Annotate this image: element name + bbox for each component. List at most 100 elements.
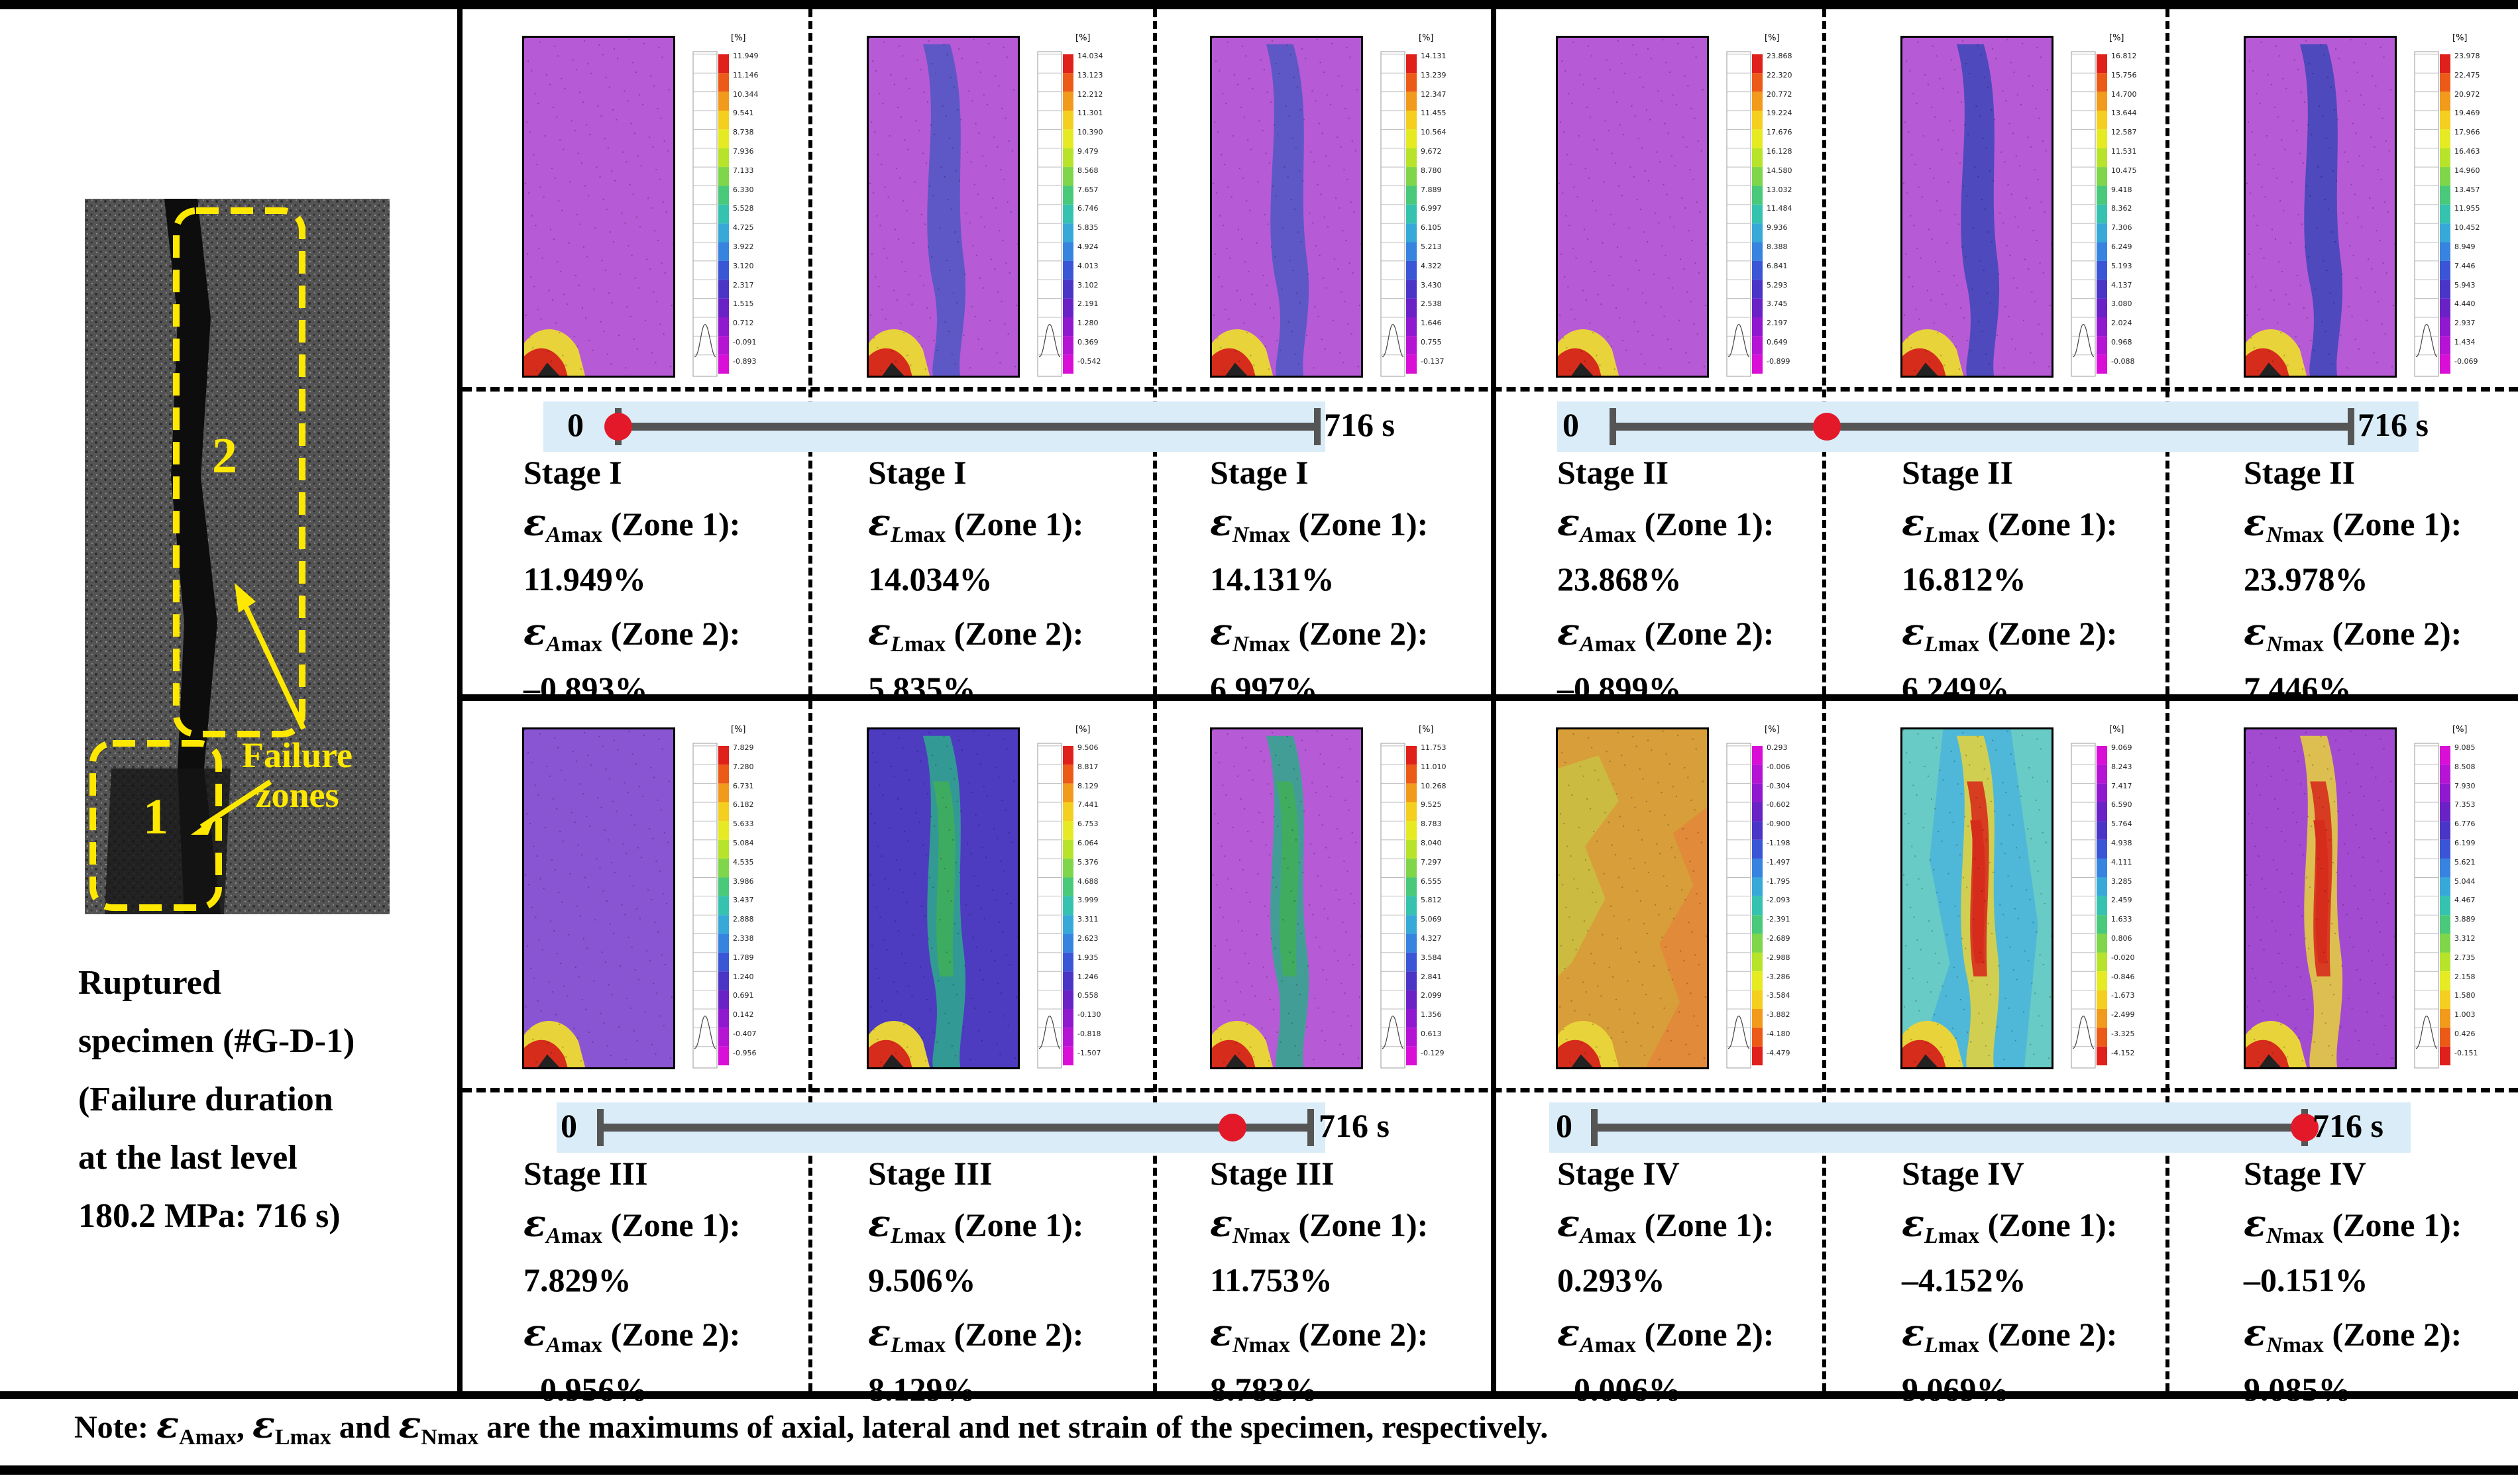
timeline-start-label: 0 bbox=[1556, 1107, 1572, 1144]
failure-zones-label: Failure zones bbox=[242, 735, 353, 815]
stage-strain-block: Stage III εNmax (Zone 1): 11.753% εNmax (Zo… bbox=[1210, 1151, 1528, 1411]
strain-subscript-rest: max bbox=[561, 1224, 603, 1248]
legend-tick-label: 4.467 bbox=[2454, 896, 2476, 905]
epsilon-symbol: ε bbox=[1902, 501, 1925, 545]
col-divider-1 bbox=[808, 9, 812, 694]
legend-tick-label: -2.093 bbox=[1767, 896, 1790, 905]
timeline-end-cap bbox=[1307, 1109, 1314, 1146]
legend-tick-label: -4.180 bbox=[1767, 1030, 1790, 1038]
strain-zone-heading: εLmax (Zone 2): bbox=[1902, 1311, 2220, 1367]
legend-tick-label: 20.772 bbox=[1767, 89, 1792, 99]
legend-tick-label: 4.440 bbox=[2454, 299, 2476, 309]
stage-strain-block: Stage IV εAmax (Zone 1): 0.293% εAmax (Zone… bbox=[1557, 1151, 1875, 1411]
strain-color-legend bbox=[2414, 743, 2481, 1069]
legend-tick-label: 2.538 bbox=[1421, 299, 1442, 309]
strain-subscript-rest: max bbox=[1248, 632, 1290, 657]
strain-subscript-rest: max bbox=[2282, 1224, 2324, 1248]
strain-subscript: Lmax bbox=[1924, 632, 1979, 657]
legend-tick-label: 7.930 bbox=[2454, 781, 2476, 790]
legend-tick-label: 11.010 bbox=[1421, 762, 1447, 771]
strain-subscript-italic: A bbox=[546, 1224, 561, 1248]
spacer bbox=[1210, 1302, 1528, 1311]
legend-tick-label: 2.024 bbox=[2111, 319, 2132, 328]
legend-tick-label: 9.418 bbox=[2111, 185, 2132, 194]
legend-tick-label: 9.085 bbox=[2454, 743, 2476, 752]
legend-tick-label: -2.391 bbox=[1767, 915, 1790, 924]
strain-subscript-rest: max bbox=[561, 523, 603, 547]
legend-unit-label: [%] bbox=[2452, 33, 2468, 43]
strain-subscript-italic: A bbox=[546, 632, 561, 657]
legend-tick-label: 8.362 bbox=[2111, 204, 2132, 213]
legend-tick-label: -0.846 bbox=[2111, 972, 2135, 981]
zone-label: (Zone 1): bbox=[1987, 505, 2118, 543]
legend-tick-label: 5.213 bbox=[1421, 242, 1442, 251]
timeline-end-label: 716 s bbox=[1319, 1107, 1390, 1144]
legend-tick-label: -1.795 bbox=[1767, 876, 1790, 886]
legend-tick-label: -4.152 bbox=[2111, 1048, 2135, 1057]
strain-subscript-rest: max bbox=[904, 523, 946, 547]
strain-subscript-rest: max bbox=[1248, 523, 1290, 547]
legend-tick-label: 0.968 bbox=[2111, 338, 2132, 346]
legend-tick-label: -0.137 bbox=[1421, 356, 1445, 366]
zone-label: (Zone 2): bbox=[1298, 615, 1429, 652]
epsilon-symbol: ε bbox=[1557, 1311, 1580, 1355]
strain-color-legend bbox=[1726, 743, 1793, 1069]
legend-tick-label: 10.268 bbox=[1421, 781, 1447, 790]
spacer bbox=[2244, 1302, 2518, 1311]
strain-value: 14.131% bbox=[1210, 560, 1335, 598]
zone-1-label: 1 bbox=[143, 789, 168, 845]
legend-tick-label: 5.044 bbox=[2454, 876, 2476, 886]
zone-label: (Zone 1): bbox=[2332, 1206, 2462, 1244]
legend-tick-label: 5.193 bbox=[2111, 261, 2132, 270]
spacer bbox=[1210, 601, 1528, 610]
legend-tick-label: -0.893 bbox=[733, 356, 757, 366]
legend-tick-label: 12.212 bbox=[1077, 89, 1103, 99]
legend-tick-label: 3.999 bbox=[1077, 896, 1099, 905]
legend-unit-label: [%] bbox=[1419, 725, 1434, 735]
strain-zone-heading: εLmax (Zone 1): bbox=[1902, 501, 2220, 557]
legend-tick-label: 0.691 bbox=[733, 991, 754, 1000]
strain-subscript-rest: max bbox=[2282, 523, 2324, 547]
strain-value: 0.293% bbox=[1557, 1261, 1665, 1298]
strain-subscript-italic: A bbox=[1580, 1333, 1595, 1357]
timeline-end-cap bbox=[2348, 408, 2354, 445]
strain-subscript-italic: L bbox=[891, 523, 904, 547]
legend-tick-label: 4.938 bbox=[2111, 839, 2132, 847]
legend-tick-label: 7.353 bbox=[2454, 800, 2476, 810]
legend-tick-label: 12.587 bbox=[2111, 128, 2137, 137]
strain-contour-image bbox=[2244, 727, 2397, 1069]
strain-subscript-italic: L bbox=[891, 1224, 904, 1248]
timeline-progress-marker bbox=[2291, 1114, 2319, 1141]
legend-tick-label: 6.105 bbox=[1421, 223, 1442, 233]
strain-subscript: Amax bbox=[1580, 1224, 1636, 1248]
legend-tick-label: 7.446 bbox=[2454, 261, 2476, 270]
strain-zone-heading: εLmax (Zone 2): bbox=[868, 1311, 1186, 1367]
timeline-progress-marker bbox=[604, 413, 632, 441]
strain-subscript: Nmax bbox=[1232, 1224, 1290, 1248]
col-divider-6 bbox=[1153, 701, 1157, 1391]
timeline-track bbox=[618, 423, 1317, 431]
strain-zone-heading: εAmax (Zone 1): bbox=[523, 501, 842, 557]
legend-unit-label: [%] bbox=[1765, 33, 1780, 43]
legend-tick-label: 1.356 bbox=[1421, 1010, 1442, 1020]
strain-value: –0.151% bbox=[2244, 1261, 2368, 1298]
timeline-progress-marker bbox=[1219, 1114, 1247, 1141]
spacer bbox=[1902, 601, 2220, 610]
strain-subscript: Amax bbox=[546, 632, 602, 657]
legend-tick-label: 0.369 bbox=[1077, 338, 1099, 346]
epsilon-symbol: ε bbox=[1902, 1311, 1925, 1355]
legend-tick-label: -3.882 bbox=[1767, 1010, 1790, 1020]
legend-tick-label: 6.753 bbox=[1077, 820, 1099, 829]
strain-zone-heading: εLmax (Zone 2): bbox=[1902, 610, 2220, 666]
legend-tick-label: -0.542 bbox=[1077, 356, 1101, 366]
caption-line: at the last level bbox=[78, 1139, 298, 1177]
legend-tick-label: 0.293 bbox=[1767, 743, 1788, 752]
zone-label: (Zone 1): bbox=[1987, 1206, 2118, 1244]
caption-line: specimen (#G-D-1) bbox=[78, 1022, 355, 1060]
strain-zone-heading: εLmax (Zone 1): bbox=[868, 501, 1186, 557]
legend-tick-label: 5.633 bbox=[733, 820, 754, 829]
strain-subscript-rest: max bbox=[904, 632, 946, 657]
legend-tick-label: 8.129 bbox=[1077, 781, 1099, 790]
strain-color-legend bbox=[1037, 51, 1104, 377]
legend-tick-label: 2.317 bbox=[733, 280, 754, 290]
